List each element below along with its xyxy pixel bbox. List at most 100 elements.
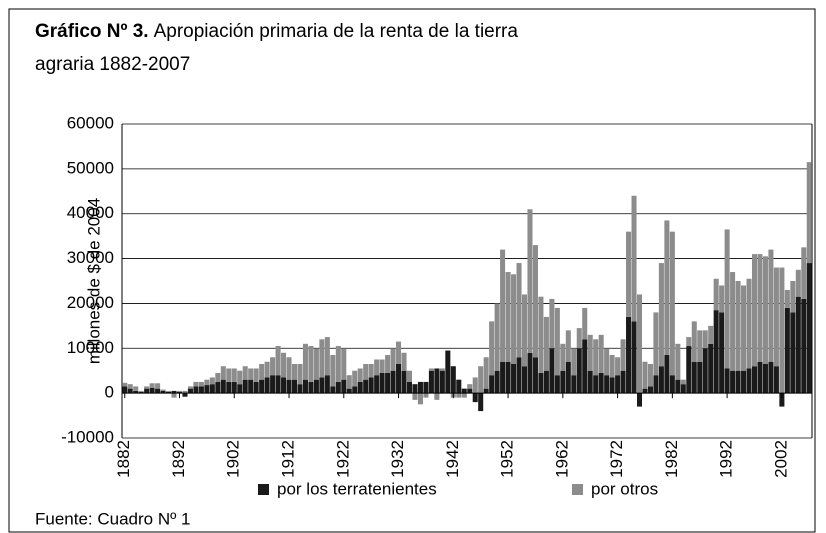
bar — [642, 388, 648, 394]
bar — [511, 274, 517, 364]
bar — [741, 370, 747, 394]
bar — [385, 355, 391, 373]
bar — [176, 391, 183, 394]
y-axis-label: millones de $ de 2004 — [84, 198, 103, 364]
bar — [609, 377, 615, 394]
bar — [757, 361, 763, 394]
bar — [209, 384, 215, 394]
bar — [686, 346, 692, 394]
bar — [615, 357, 621, 376]
bar — [724, 229, 730, 369]
bar — [516, 357, 522, 394]
bar — [286, 357, 292, 380]
bar — [412, 384, 418, 394]
bar — [489, 375, 495, 394]
bar — [746, 278, 752, 369]
bar — [319, 339, 325, 378]
bar — [291, 363, 298, 380]
bar — [806, 162, 812, 264]
bar — [560, 370, 566, 394]
bar — [784, 307, 790, 394]
bar — [335, 346, 341, 382]
bar — [631, 195, 637, 322]
bar — [187, 386, 193, 389]
x-tick-label: 1942 — [443, 440, 462, 478]
bar — [757, 254, 763, 362]
bar — [708, 343, 714, 394]
bar — [478, 393, 484, 412]
bar — [439, 368, 445, 371]
bar — [593, 339, 599, 376]
bar — [270, 375, 276, 394]
bar — [587, 334, 593, 371]
x-tick-label: 1932 — [388, 440, 407, 478]
source: Fuente: Cuadro Nº 1 — [35, 509, 191, 528]
bar — [302, 379, 308, 394]
bar — [795, 269, 801, 297]
bar — [428, 368, 434, 371]
bar — [773, 366, 779, 394]
bar — [209, 377, 215, 385]
bar — [155, 388, 161, 394]
bar — [357, 381, 363, 394]
bar — [231, 368, 237, 382]
bar — [138, 391, 144, 394]
bar — [264, 361, 270, 378]
bar — [313, 379, 319, 394]
bar — [527, 352, 533, 394]
frame — [8, 8, 816, 533]
bar — [346, 375, 352, 389]
bar — [593, 375, 599, 394]
bar — [582, 307, 588, 340]
bar — [368, 363, 374, 378]
bar — [697, 330, 703, 362]
bar — [198, 381, 204, 387]
bar — [204, 379, 210, 386]
bar — [467, 388, 473, 394]
bar — [702, 348, 708, 394]
title-line: agraria 1882-2007 — [35, 54, 190, 75]
bar — [281, 352, 287, 378]
bar — [801, 247, 807, 299]
bar — [155, 383, 161, 389]
bar — [302, 343, 308, 380]
bar — [368, 377, 374, 394]
bar — [428, 370, 434, 394]
bar — [653, 375, 659, 394]
bar — [697, 361, 703, 394]
bar — [636, 294, 643, 394]
bar — [138, 390, 144, 392]
legend-swatch — [572, 484, 583, 495]
bar — [379, 372, 385, 394]
bar — [215, 372, 221, 382]
bar — [193, 386, 199, 394]
bar — [259, 379, 265, 394]
bar — [521, 294, 528, 367]
bar — [434, 393, 440, 400]
bar — [675, 343, 681, 380]
bar — [806, 263, 812, 394]
bar — [779, 267, 785, 394]
bar — [636, 393, 643, 407]
bar — [390, 370, 396, 394]
bar — [779, 393, 785, 407]
bar — [686, 337, 692, 347]
bar — [511, 363, 517, 394]
bar — [790, 312, 796, 394]
bar — [423, 381, 429, 394]
bar — [494, 303, 500, 371]
bar — [500, 361, 506, 394]
bar — [171, 390, 177, 394]
bar — [609, 355, 615, 378]
bar — [401, 352, 407, 371]
bar — [604, 348, 610, 376]
bar — [472, 377, 478, 394]
bar — [357, 368, 363, 382]
bar — [374, 359, 380, 376]
bar — [346, 388, 352, 394]
bar — [620, 370, 626, 394]
title-line: Apropiación primaria de la renta de la t… — [154, 21, 519, 42]
bar — [565, 330, 571, 362]
bar — [324, 337, 330, 376]
bar — [417, 393, 423, 405]
